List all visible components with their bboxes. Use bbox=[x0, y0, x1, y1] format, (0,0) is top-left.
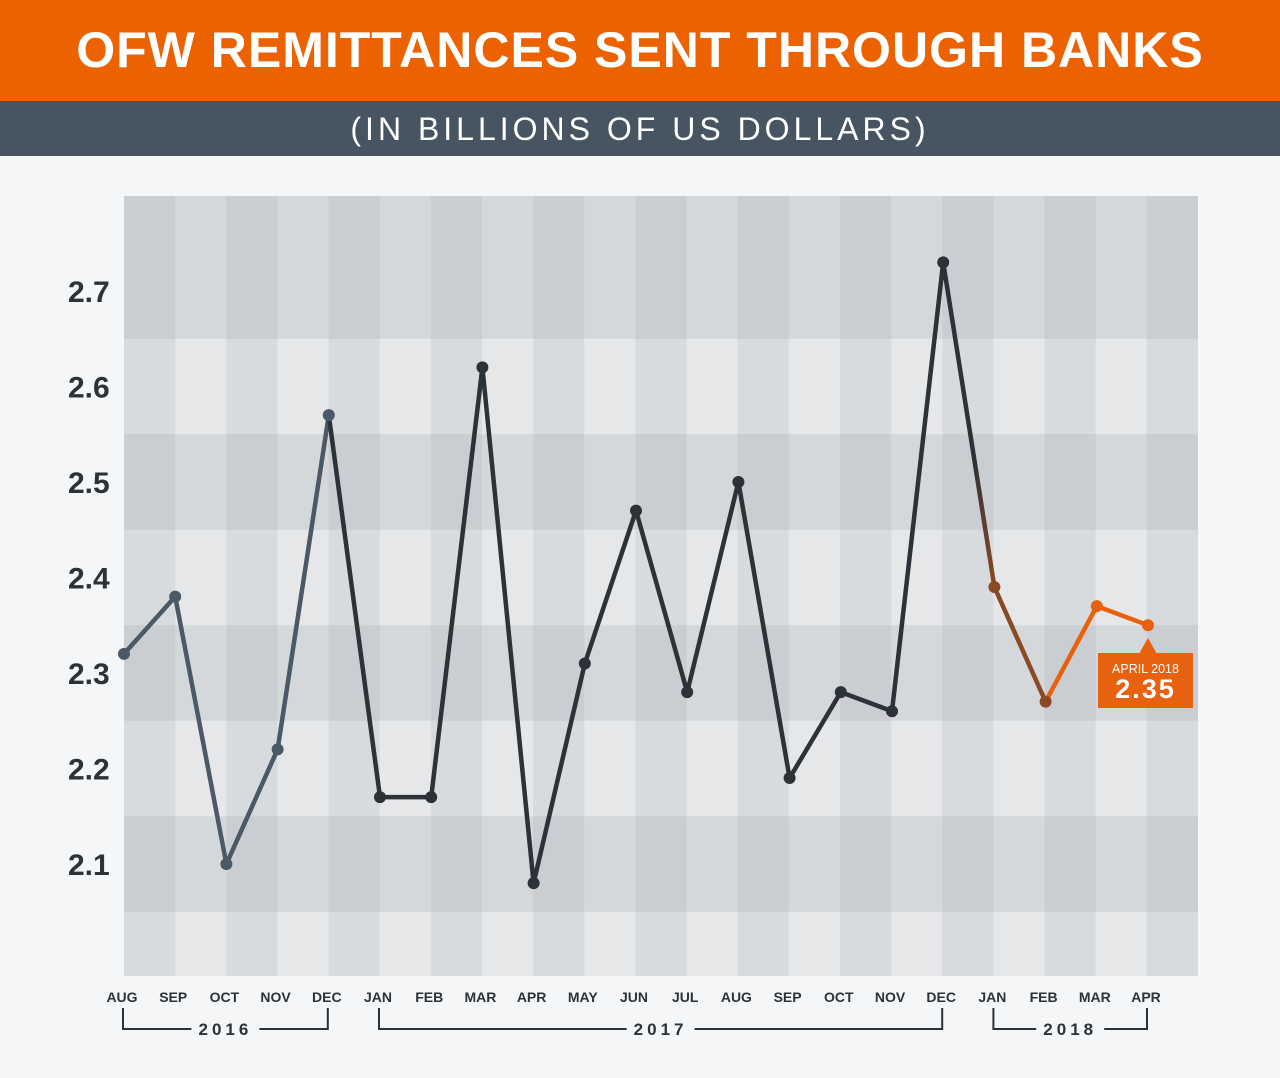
data-point bbox=[220, 858, 233, 870]
grid-band-column bbox=[942, 196, 994, 976]
callout-value: 2.35 bbox=[1115, 674, 1176, 704]
y-tick-label: 2.7 bbox=[68, 276, 110, 309]
y-tick-label: 2.4 bbox=[68, 563, 110, 596]
x-tick-label: OCT bbox=[824, 989, 854, 1005]
chart-subtitle: (IN BILLIONS OF US DOLLARS) bbox=[0, 101, 1280, 156]
line-segment bbox=[992, 584, 1048, 704]
data-point bbox=[681, 686, 694, 699]
x-tick-label: JUN bbox=[620, 989, 648, 1005]
data-point bbox=[527, 877, 540, 890]
data-point bbox=[476, 361, 489, 374]
x-tick-label: AUG bbox=[106, 989, 137, 1005]
x-tick-label: AUG bbox=[721, 989, 752, 1005]
data-point bbox=[1142, 619, 1154, 632]
line-segment bbox=[736, 479, 792, 781]
y-tick-label: 2.6 bbox=[68, 372, 110, 405]
line-segment bbox=[275, 412, 332, 752]
y-tick-label: 2.3 bbox=[68, 658, 110, 691]
x-tick-label: DEC bbox=[312, 989, 342, 1005]
data-point bbox=[578, 657, 591, 670]
x-tick-label: JAN bbox=[978, 989, 1006, 1005]
y-tick-label: 2.1 bbox=[68, 849, 110, 882]
x-tick-label: SEP bbox=[159, 989, 187, 1005]
line-segment bbox=[224, 747, 280, 867]
x-tick-label: DEC bbox=[926, 989, 956, 1005]
grid-band-column bbox=[635, 196, 687, 976]
data-point bbox=[1039, 695, 1052, 708]
data-point bbox=[425, 791, 438, 804]
line-segment bbox=[940, 260, 997, 590]
grid-band-column bbox=[1044, 196, 1096, 976]
year-label: 2016 bbox=[198, 1020, 252, 1039]
callout-box bbox=[1098, 653, 1193, 708]
x-tick-label: APR bbox=[1131, 989, 1161, 1005]
x-tick-label: MAY bbox=[568, 989, 598, 1005]
line-segment bbox=[480, 365, 536, 886]
line-segment bbox=[428, 365, 485, 800]
data-point bbox=[1090, 600, 1103, 613]
y-tick-label: 2.5 bbox=[68, 467, 110, 500]
grid-band-row bbox=[124, 434, 1198, 530]
data-point bbox=[886, 705, 898, 718]
x-tick-label: MAR bbox=[1079, 989, 1111, 1005]
year-label: 2017 bbox=[634, 1020, 688, 1039]
x-tick-label: NOV bbox=[875, 989, 906, 1005]
x-tick-label: MAR bbox=[464, 989, 496, 1005]
x-tick-label: APR bbox=[517, 989, 547, 1005]
chart-title: OFW REMITTANCES SENT THROUGH BANKS bbox=[0, 0, 1280, 101]
line-segment bbox=[633, 508, 690, 695]
y-tick-label: 2.2 bbox=[68, 754, 110, 787]
line-segment bbox=[787, 689, 844, 781]
year-label: 2018 bbox=[1043, 1020, 1097, 1039]
x-tick-label: JUL bbox=[672, 989, 699, 1005]
line-segment bbox=[838, 689, 895, 714]
data-point bbox=[118, 647, 130, 660]
grid-band-column bbox=[328, 196, 380, 976]
x-tick-label: FEB bbox=[415, 989, 443, 1005]
grid-band-column bbox=[737, 196, 789, 976]
x-tick-label: OCT bbox=[210, 989, 240, 1005]
line-segment bbox=[889, 260, 946, 714]
data-point bbox=[834, 686, 847, 699]
x-tick-label: JAN bbox=[364, 989, 392, 1005]
grid-band-column bbox=[840, 196, 892, 976]
x-tick-label: SEP bbox=[774, 989, 802, 1005]
data-point bbox=[322, 409, 335, 422]
line-segment bbox=[172, 594, 229, 867]
data-point bbox=[988, 581, 1001, 594]
grid-band-column bbox=[226, 196, 278, 976]
data-point bbox=[169, 590, 182, 603]
line-segment bbox=[582, 508, 639, 666]
data-point bbox=[630, 504, 642, 517]
grid-band-row bbox=[124, 816, 1198, 912]
line-segment bbox=[121, 594, 178, 657]
x-tick-label: NOV bbox=[260, 989, 291, 1005]
callout-pointer bbox=[1139, 638, 1157, 654]
year-bracket bbox=[378, 1008, 944, 1030]
data-point bbox=[271, 743, 284, 756]
callout-label: APRIL 2018 bbox=[1112, 662, 1179, 676]
line-segment bbox=[684, 479, 741, 695]
grid-band-column bbox=[124, 196, 176, 976]
line-segment bbox=[1043, 603, 1100, 704]
line-segment bbox=[326, 412, 383, 800]
data-point bbox=[937, 256, 950, 269]
grid-band-row bbox=[124, 196, 1198, 339]
data-point bbox=[783, 772, 796, 785]
x-tick-label: FEB bbox=[1030, 989, 1058, 1005]
data-point bbox=[732, 476, 745, 488]
year-bracket bbox=[122, 1008, 329, 1030]
data-point bbox=[374, 791, 386, 804]
line-segment bbox=[1094, 603, 1151, 628]
year-bracket bbox=[992, 1008, 1148, 1030]
grid-band-column bbox=[1146, 196, 1198, 976]
line-segment bbox=[531, 661, 588, 886]
